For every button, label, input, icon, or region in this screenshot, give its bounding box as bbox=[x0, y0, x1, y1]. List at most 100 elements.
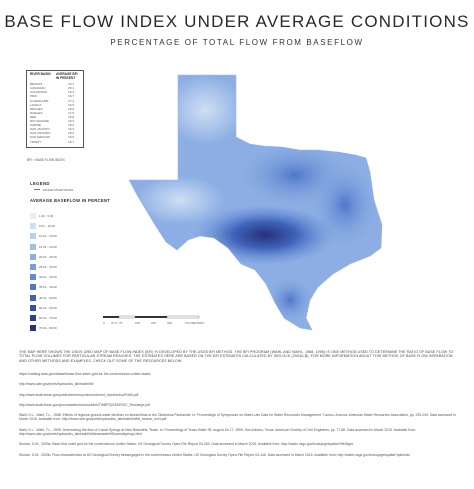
legend-swatch-list: 1.00 - 5.00 5.01 - 10.00 10.01 - 15.00 15.0… bbox=[30, 211, 57, 333]
legend-class: 25.01 - 30.00 bbox=[30, 262, 57, 272]
legend-class-label: 10.01 - 15.00 bbox=[39, 234, 57, 239]
basin-name: LAVACA bbox=[30, 102, 42, 107]
basin-name: SABINE bbox=[30, 123, 42, 128]
legend-class: 20.01 - 25.00 bbox=[30, 252, 57, 262]
basin-table-row: RED 16.8 bbox=[30, 115, 80, 119]
reference-item: Wahl, K.L., Wahl, T.L., 1988. Effects of… bbox=[19, 413, 456, 422]
map-title: BASE FLOW INDEX UNDER AVERAGE CONDITIONS bbox=[4, 12, 470, 31]
legend-class: 10.01 - 15.00 bbox=[30, 231, 57, 241]
legend-class-label: 40.01 - 50.00 bbox=[39, 295, 57, 300]
legend-color-swatch bbox=[30, 294, 36, 301]
legend-color-swatch bbox=[30, 304, 36, 311]
legend-class: 15.01 - 20.00 bbox=[30, 242, 57, 252]
basin-bfi-value: 16.4 bbox=[68, 127, 74, 132]
legend-color-swatch bbox=[30, 213, 36, 220]
legend-basin-entry: MAJOR RIVER BASIN bbox=[34, 188, 73, 192]
basin-bfi-value: 16.9 bbox=[68, 135, 74, 140]
scale-tick-label: 0 bbox=[103, 321, 105, 325]
scale-bar: 0 37.5 75 150 225 300 KILOMETERS bbox=[103, 315, 204, 325]
basin-bfi-value: 26.9 bbox=[68, 106, 74, 111]
basin-bfi-value: 16.5 bbox=[68, 102, 74, 107]
basin-name: PRIO bbox=[30, 94, 38, 99]
bfi-note: BFI = BASE FLOW INDEX bbox=[27, 158, 65, 162]
legend-class-label: 50.01 - 60.00 bbox=[39, 305, 57, 310]
basin-name: RED bbox=[30, 114, 37, 119]
reference-item: http://www.twdb.texas.gov/publications/r… bbox=[19, 392, 139, 397]
legend-color-swatch bbox=[30, 253, 36, 260]
basin-table-header: RIVER BASIN AVERAGE BFI IN PERCENT bbox=[30, 72, 80, 80]
basin-bfi-value: 27.4 bbox=[68, 98, 74, 103]
legend-class: 40.01 - 50.00 bbox=[30, 293, 57, 303]
basin-bfi-value: 15.1 bbox=[68, 82, 74, 87]
references-list: https://catalog.data.gov/dataset/base-fl… bbox=[19, 372, 459, 463]
basin-table-row: TRINITY 16.7 bbox=[30, 140, 80, 144]
basin-bfi-value: 25.0 bbox=[68, 131, 74, 136]
scale-tick-label: 300 bbox=[167, 321, 172, 325]
legend-class: 1.00 - 5.00 bbox=[30, 211, 57, 221]
basin-table-row: GUADALUPE 27.4 bbox=[30, 99, 80, 103]
basin-table-row: RIO GRANDE 19.3 bbox=[30, 119, 80, 123]
legend-color-swatch bbox=[30, 264, 36, 271]
reference-item: Wolock, D.M., 2003a. Base-flow index gri… bbox=[19, 442, 353, 447]
scale-tick-label: 225 bbox=[151, 321, 156, 325]
basin-name: SAN ANTONIO bbox=[30, 131, 51, 136]
basin-name: TRINITY bbox=[30, 139, 42, 144]
reference-item: Wolock, D.M., 2003b. Flow characteristic… bbox=[19, 452, 410, 457]
legend-basin-label: MAJOR RIVER BASIN bbox=[43, 188, 74, 192]
legend-class-label: 35.01 - 40.00 bbox=[39, 285, 57, 290]
basin-name: NUECES bbox=[30, 110, 43, 115]
basin-name: GUADALUPE bbox=[30, 98, 49, 103]
basin-table-row: SABINE 15.6 bbox=[30, 123, 80, 127]
texas-shape bbox=[128, 74, 383, 331]
map-subtitle: PERCENTAGE OF TOTAL FLOW FROM BASEFLOW bbox=[110, 38, 364, 47]
basin-name: SAN JACINTO bbox=[30, 127, 50, 132]
legend-class-label: 25.01 - 30.00 bbox=[39, 265, 57, 270]
legend-color-swatch bbox=[30, 325, 36, 332]
basin-table-row: SAN MARCOS 16.9 bbox=[30, 135, 80, 139]
legend-color-swatch bbox=[30, 284, 36, 291]
basin-bfi-value: 25.1 bbox=[68, 86, 74, 91]
basin-boundary-symbol bbox=[34, 189, 40, 191]
basin-bfi-value: 19.3 bbox=[68, 119, 74, 124]
basin-name: RIO GRANDE bbox=[30, 119, 50, 124]
legend-class: 5.01 - 10.00 bbox=[30, 221, 57, 231]
legend-class: 30.01 - 35.00 bbox=[30, 272, 57, 282]
map-description: THE MAP HERE SHOWS THE USGS GRID MAP OF … bbox=[19, 350, 454, 363]
bfi-column-header: AVERAGE BFI IN PERCENT bbox=[56, 72, 78, 80]
basin-name: COLORADO bbox=[30, 90, 48, 95]
basin-name: BRAZOS bbox=[30, 82, 43, 87]
legend-baseflow-title: AVERAGE BASEFLOW IN PERCENT bbox=[30, 198, 111, 203]
legend-color-swatch bbox=[30, 233, 36, 240]
legend-class: 50.01 - 60.00 bbox=[30, 303, 57, 313]
legend-title: LEGEND bbox=[30, 181, 50, 186]
basin-table-row: COLORADO 19.3 bbox=[30, 90, 80, 94]
basin-bfi-value: 16.7 bbox=[68, 94, 74, 99]
basin-bfi-table: RIVER BASIN AVERAGE BFI IN PERCENT BRAZO… bbox=[26, 70, 84, 148]
legend-class: 70.01 - 80.00 bbox=[30, 323, 57, 333]
legend-color-swatch bbox=[30, 223, 36, 230]
legend-class-label: 5.01 - 10.00 bbox=[39, 224, 56, 229]
basin-table-row: NECHES 26.9 bbox=[30, 107, 80, 111]
basin-bfi-value: 19.3 bbox=[68, 90, 74, 95]
legend-class-label: 30.01 - 35.00 bbox=[39, 275, 57, 280]
basin-table-row: LAVACA 16.5 bbox=[30, 103, 80, 107]
scale-tick-label: 75 bbox=[119, 321, 123, 325]
basin-column-header: RIVER BASIN bbox=[30, 72, 51, 76]
basin-name: CANADIAN bbox=[30, 86, 46, 91]
scale-unit-label: KILOMETERS bbox=[185, 321, 204, 325]
reference-item: https://catalog.data.gov/dataset/base-fl… bbox=[19, 372, 151, 376]
basin-table-body: BRAZOS 15.1 CANADIAN 25.1 COLORADO 19.3 PRIO 16… bbox=[30, 82, 80, 143]
basin-table-row: PRIO 16.7 bbox=[30, 94, 80, 98]
basin-table-row: SAN JACINTO 16.4 bbox=[30, 127, 80, 131]
scale-tick-label: 37.5 bbox=[111, 321, 117, 325]
basin-name: SAN MARCOS bbox=[30, 135, 51, 140]
legend-color-swatch bbox=[30, 243, 36, 250]
reference-item: http://www.usbr.gov/pmts/hydraulics_lab/… bbox=[19, 382, 94, 387]
basin-table-row: BRAZOS 15.1 bbox=[30, 82, 80, 86]
basin-bfi-value: 16.8 bbox=[68, 114, 74, 119]
legend-class: 35.01 - 40.00 bbox=[30, 282, 57, 292]
reference-item: Wahl, K.L., Wahl, T.L., 1995. Determinin… bbox=[19, 427, 416, 437]
basin-name: NECHES bbox=[30, 106, 43, 111]
legend-class: 60.01 - 70.00 bbox=[30, 313, 57, 323]
